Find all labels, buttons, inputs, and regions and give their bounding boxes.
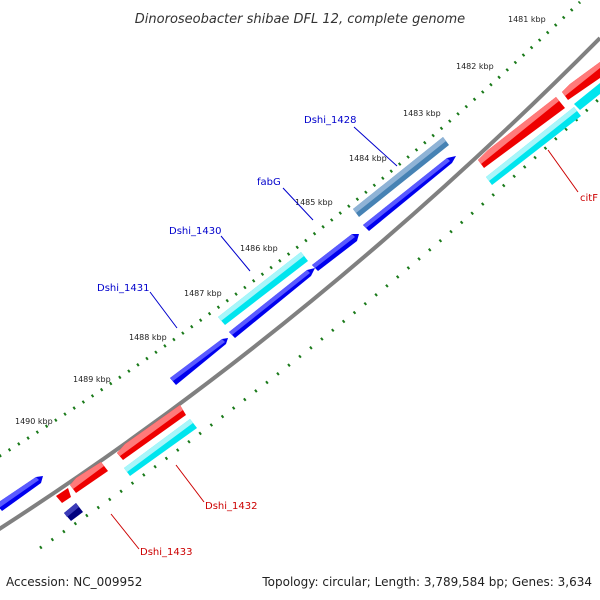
leader-dshi-1432 (175, 464, 205, 503)
gene-label-citf[interactable]: citF (580, 193, 598, 204)
map-title: Dinoroseobacter shibae DFL 12, complete … (135, 12, 465, 27)
feature-citf-rna[interactable] (486, 107, 581, 185)
outer-tick-track (0, 0, 582, 458)
feature-dshi-1428[interactable] (353, 137, 449, 217)
feature-dshi-1430-rna[interactable] (218, 252, 308, 325)
tick-label-1488: 1488 kbp (129, 333, 167, 342)
feature-citf[interactable] (478, 97, 565, 168)
leader-dshi-1428 (353, 126, 398, 167)
tick-label-1487: 1487 kbp (184, 289, 222, 298)
gene-label-dshi-1428[interactable]: Dshi_1428 (304, 115, 356, 126)
feature-fabg[interactable] (363, 156, 456, 231)
feature-forward-cds-1490[interactable] (0, 476, 43, 511)
tick-label-1484: 1484 kbp (349, 154, 387, 163)
feature-forward-cds-1488[interactable] (170, 338, 228, 385)
feature-dshi-1432[interactable] (117, 405, 186, 460)
feature-citf-upper[interactable] (562, 62, 600, 100)
tick-label-1490: 1490 kbp (15, 417, 53, 426)
feature-navy-gene[interactable] (64, 503, 83, 521)
tick-label-1485: 1485 kbp (295, 198, 333, 207)
gene-label-fabg[interactable]: fabG (257, 177, 281, 188)
feature-dshi-1433[interactable] (70, 462, 108, 493)
gene-label-dshi-1431[interactable]: Dshi_1431 (97, 283, 149, 294)
feature-dshi-1431[interactable] (229, 268, 315, 338)
tick-label-1482: 1482 kbp (456, 62, 494, 71)
accession-text: Accession: NC_009952 (6, 575, 142, 589)
tick-label-1481: 1481 kbp (508, 15, 546, 24)
feature-dshi-1430[interactable] (312, 234, 359, 271)
gene-label-dshi-1432[interactable]: Dshi_1432 (205, 501, 257, 512)
gene-label-dshi-1433[interactable]: Dshi_1433 (140, 547, 192, 558)
tick-label-1483: 1483 kbp (403, 109, 441, 118)
feature-dshi-1432-rna[interactable] (124, 419, 197, 476)
gene-label-dshi-1430[interactable]: Dshi_1430 (169, 226, 221, 237)
tick-label-1486: 1486 kbp (240, 244, 278, 253)
leader-dshi-1430 (220, 235, 251, 272)
tick-label-1489: 1489 kbp (73, 375, 111, 384)
feature-small-reverse-cds[interactable] (56, 488, 71, 503)
genome-backbone (0, 36, 600, 531)
leader-dshi-1431 (149, 291, 178, 329)
genome-summary-text: Topology: circular; Length: 3,789,584 bp… (261, 575, 592, 589)
feature-rna-1481[interactable] (574, 83, 600, 110)
leader-fabg (282, 187, 314, 221)
leader-citf (547, 149, 579, 193)
leader-dshi-1433 (110, 513, 140, 550)
